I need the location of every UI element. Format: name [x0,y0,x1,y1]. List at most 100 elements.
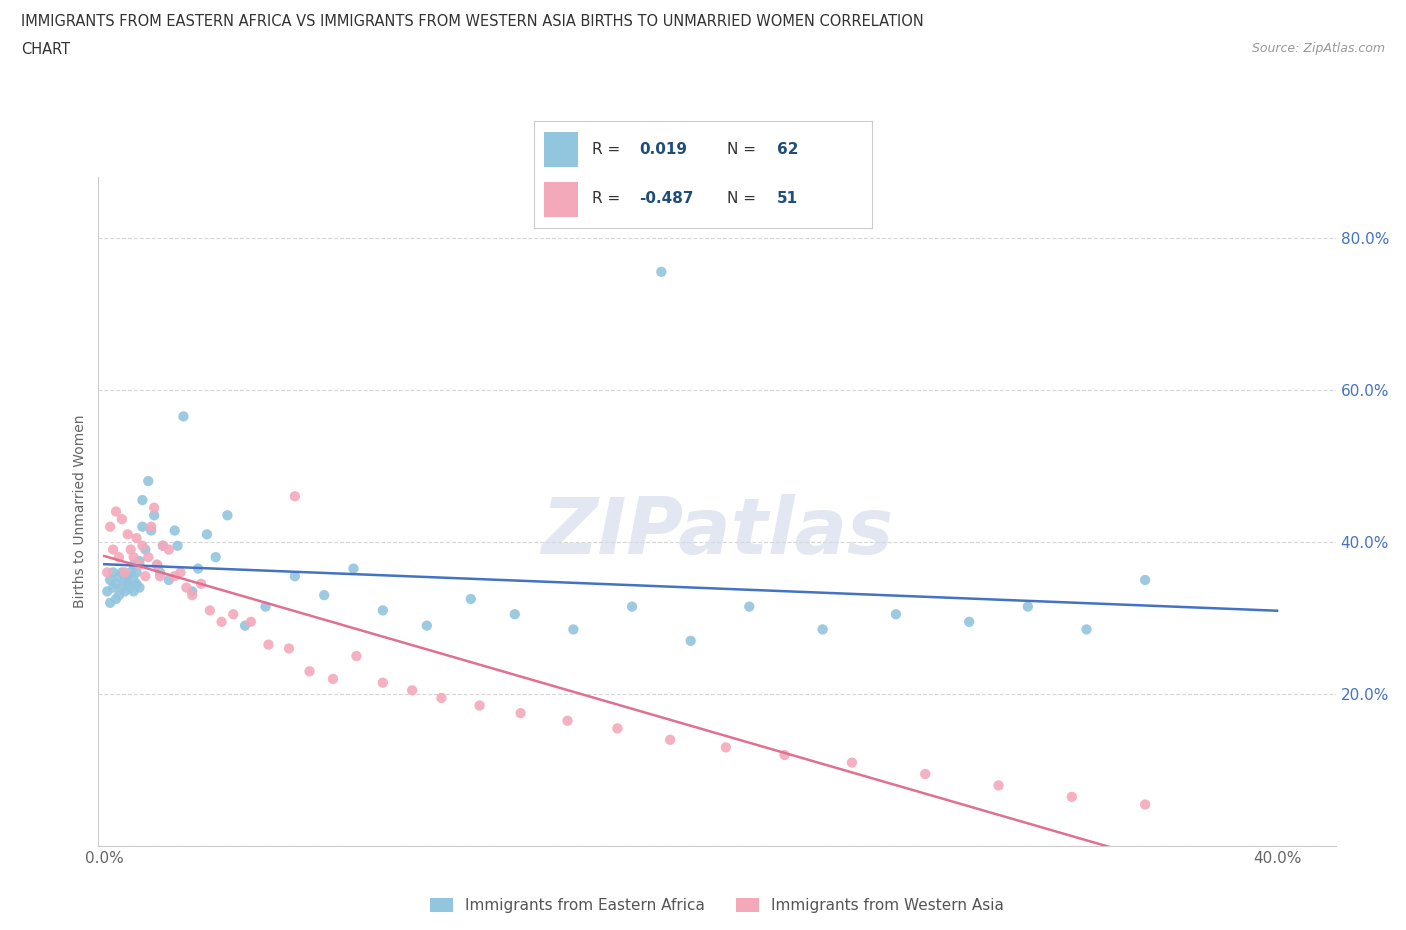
Point [117,527,139,542]
Point [105,504,128,519]
Point [679,633,702,648]
Point [401,683,423,698]
Point [101,565,124,579]
Point [187,561,209,576]
Point [141,523,163,538]
Text: 62: 62 [778,142,799,157]
Point [125,531,148,546]
Point [211,615,233,630]
Point [122,573,145,588]
Point [738,599,761,614]
Point [254,599,277,614]
Text: R =: R = [592,142,620,157]
Point [131,493,153,508]
Point [841,755,863,770]
Point [509,706,531,721]
Point [105,577,128,591]
Point [152,538,174,553]
Point [101,542,124,557]
Bar [544,182,578,218]
Point [773,748,796,763]
Point [957,615,980,630]
Point [149,569,172,584]
Point [128,557,150,572]
Point [284,569,307,584]
Point [105,591,128,606]
Point [163,569,186,584]
Point [659,732,682,747]
Point [190,577,212,591]
Point [557,713,579,728]
Point [143,508,166,523]
Point [176,580,198,595]
Point [217,508,239,523]
Point [1017,599,1039,614]
Point [157,573,180,588]
Point [460,591,482,606]
Point [125,565,148,579]
Text: ZIPatlas: ZIPatlas [541,494,893,569]
Point [128,553,150,568]
Text: N =: N = [727,192,755,206]
Point [114,584,136,599]
Point [298,664,321,679]
Point [136,473,159,488]
Text: Source: ZipAtlas.com: Source: ZipAtlas.com [1251,42,1385,55]
Point [98,519,121,534]
Point [1133,573,1156,588]
Point [222,606,245,621]
Point [172,409,194,424]
Point [157,542,180,557]
Point [134,542,156,557]
Text: -0.487: -0.487 [638,192,693,206]
Point [131,519,153,534]
Point [503,606,526,621]
Point [346,648,368,663]
Point [257,637,280,652]
Point [650,264,672,279]
Point [1076,622,1098,637]
Point [101,580,124,595]
Text: N =: N = [727,142,755,157]
Text: CHART: CHART [21,42,70,57]
Point [152,538,174,553]
Point [371,675,394,690]
Legend: Immigrants from Eastern Africa, Immigrants from Western Asia: Immigrants from Eastern Africa, Immigran… [425,892,1010,919]
Point [96,584,118,599]
Point [111,512,134,526]
Point [322,671,344,686]
Point [430,690,453,705]
Point [181,584,204,599]
Point [811,622,834,637]
Point [120,565,142,579]
Point [146,557,169,572]
Text: R =: R = [592,192,620,206]
Point [131,538,153,553]
Point [914,766,936,781]
Point [198,603,221,618]
Point [108,588,131,603]
Point [122,557,145,572]
Point [146,557,169,572]
Point [714,740,737,755]
Point [98,595,121,610]
Point [117,569,139,584]
Point [562,622,585,637]
Point [468,698,491,713]
Point [239,615,262,630]
Point [128,580,150,595]
Point [96,565,118,579]
Point [204,550,226,565]
Point [111,565,134,579]
Point [195,527,218,542]
Y-axis label: Births to Unmarried Women: Births to Unmarried Women [73,415,87,608]
Point [125,577,148,591]
Text: 51: 51 [778,192,799,206]
Point [371,603,394,618]
Text: IMMIGRANTS FROM EASTERN AFRICA VS IMMIGRANTS FROM WESTERN ASIA BIRTHS TO UNMARRI: IMMIGRANTS FROM EASTERN AFRICA VS IMMIGR… [21,14,924,29]
Point [181,588,204,603]
Point [987,778,1010,793]
Point [114,565,136,579]
Text: 0.019: 0.019 [638,142,688,157]
Point [342,561,364,576]
